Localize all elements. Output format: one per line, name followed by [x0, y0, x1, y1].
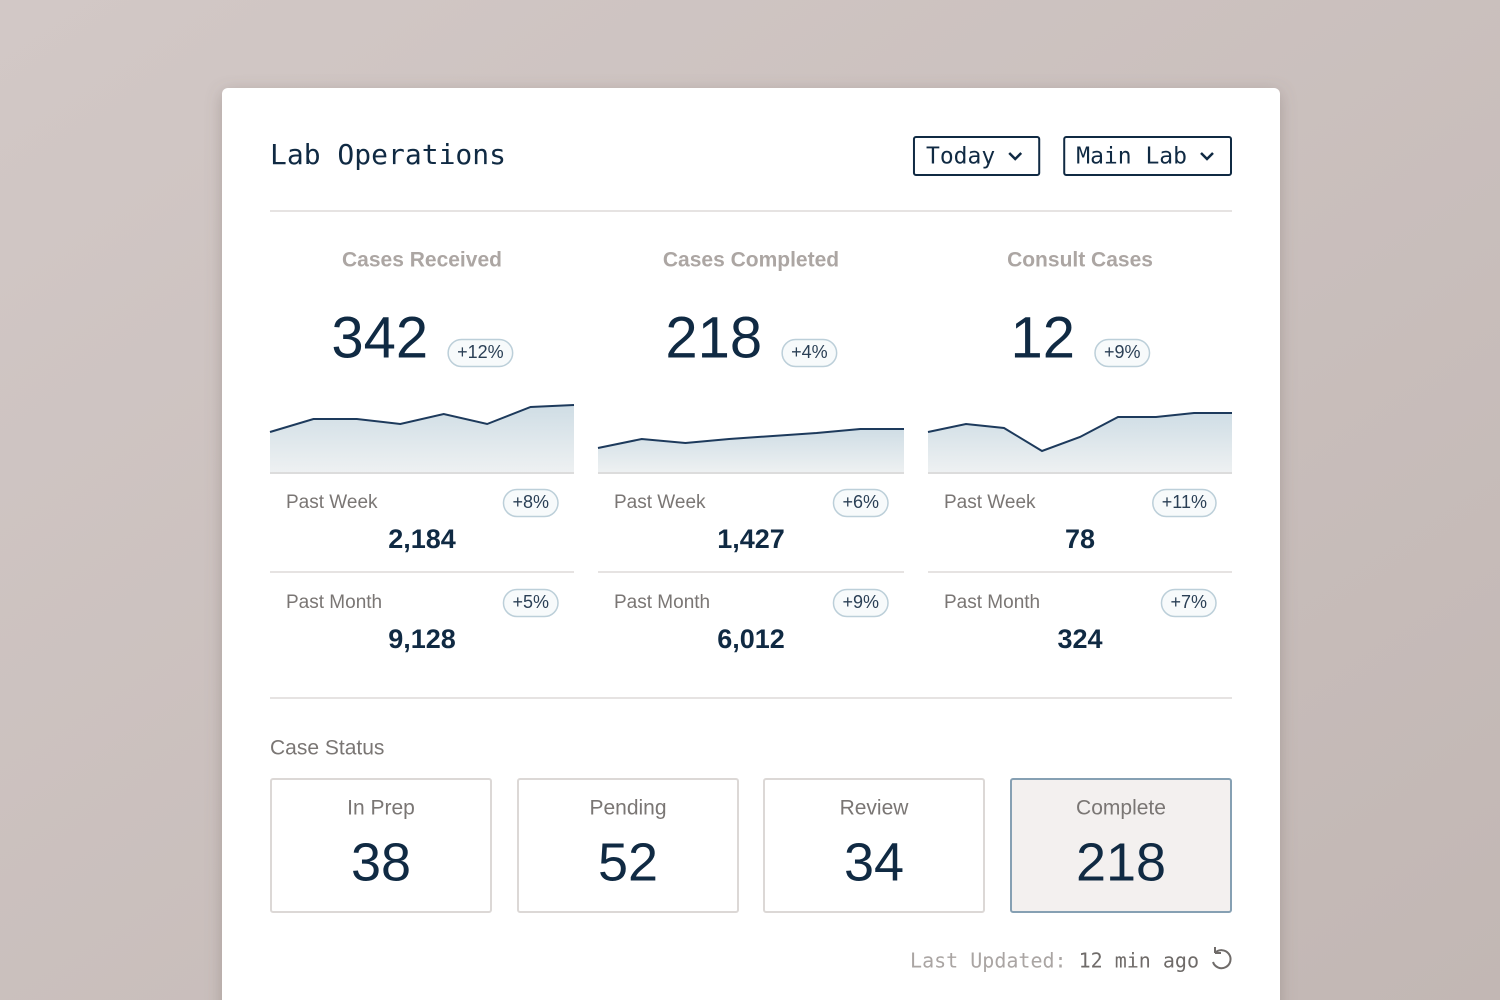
change-badge: +11% [1162, 492, 1207, 512]
row-label: Past Month [286, 592, 382, 613]
metric-value: 342 [331, 305, 428, 370]
status-value: 38 [351, 832, 411, 892]
refresh-icon[interactable] [1212, 947, 1232, 970]
sparkline [597, 428, 904, 449]
change-badge: +9% [842, 592, 879, 612]
chevron[interactable] [1008, 152, 1023, 161]
dropdown-box[interactable] [912, 136, 1041, 176]
change-badge: +12% [457, 342, 504, 362]
row-label: Past Week [614, 492, 706, 513]
status-value: 218 [1076, 832, 1166, 892]
row-label: Past Month [614, 592, 710, 613]
chevron[interactable] [1200, 152, 1214, 161]
status-label: Complete [1076, 797, 1166, 820]
row-value: 6,012 [717, 624, 785, 654]
status-box[interactable] [270, 778, 492, 913]
row-value: 324 [1057, 624, 1102, 654]
status-label: In Prep [347, 797, 415, 820]
updated-label: Last Updated: [910, 949, 1067, 973]
badge-pill [1152, 488, 1217, 518]
status-box[interactable] [517, 778, 739, 913]
row-label: Past Week [286, 492, 378, 513]
badge-pill [781, 338, 838, 368]
badge-pill [502, 488, 559, 518]
status-box[interactable] [763, 778, 985, 913]
row-value: 78 [1065, 524, 1095, 554]
badge-pill [502, 588, 559, 618]
badge-pill [832, 488, 889, 518]
badge-pill [1160, 588, 1217, 618]
sparkline [269, 404, 575, 433]
badge-pill [832, 588, 889, 618]
section-title: Case Status [270, 737, 384, 760]
metric-label: Cases Received [342, 249, 502, 272]
dropdown[interactable]: Today [912, 136, 1041, 176]
metric-value: 12 [1010, 305, 1075, 370]
row-value: 2,184 [388, 524, 456, 554]
title: Lab Operations [270, 138, 506, 171]
dropdown-box[interactable] [1063, 136, 1232, 176]
change-badge: +7% [1170, 592, 1207, 612]
row-label: Past Week [944, 492, 1036, 513]
dropdown[interactable]: Main Lab [1063, 136, 1232, 176]
badge-pill [1094, 338, 1151, 368]
row-value: 9,128 [388, 624, 456, 654]
status-box[interactable] [1010, 778, 1232, 913]
sparkline [927, 412, 1232, 453]
change-badge: +5% [512, 592, 549, 612]
updated-time: 12 min ago [1079, 949, 1199, 973]
metric-value: 218 [665, 305, 762, 370]
change-badge: +9% [1104, 342, 1141, 362]
metric-label: Cases Completed [663, 249, 839, 272]
status-value: 34 [844, 832, 904, 892]
status-value: 52 [598, 832, 658, 892]
row-value: 1,427 [717, 524, 785, 554]
badge-pill [447, 338, 514, 368]
change-badge: +6% [842, 492, 879, 512]
footer: 12 min ago [1079, 947, 1232, 973]
status-label: Pending [589, 797, 666, 820]
dropdown-label[interactable]: Main Lab [1076, 144, 1187, 170]
card [222, 88, 1280, 1000]
dropdown-label[interactable]: Today [926, 144, 995, 170]
metric-label: Consult Cases [1007, 249, 1153, 272]
sparkline-area [598, 429, 904, 473]
change-badge: +4% [791, 342, 828, 362]
row-label: Past Month [944, 592, 1040, 613]
change-badge: +8% [512, 492, 549, 512]
sparkline-area [270, 405, 574, 473]
status-label: Review [840, 797, 910, 820]
